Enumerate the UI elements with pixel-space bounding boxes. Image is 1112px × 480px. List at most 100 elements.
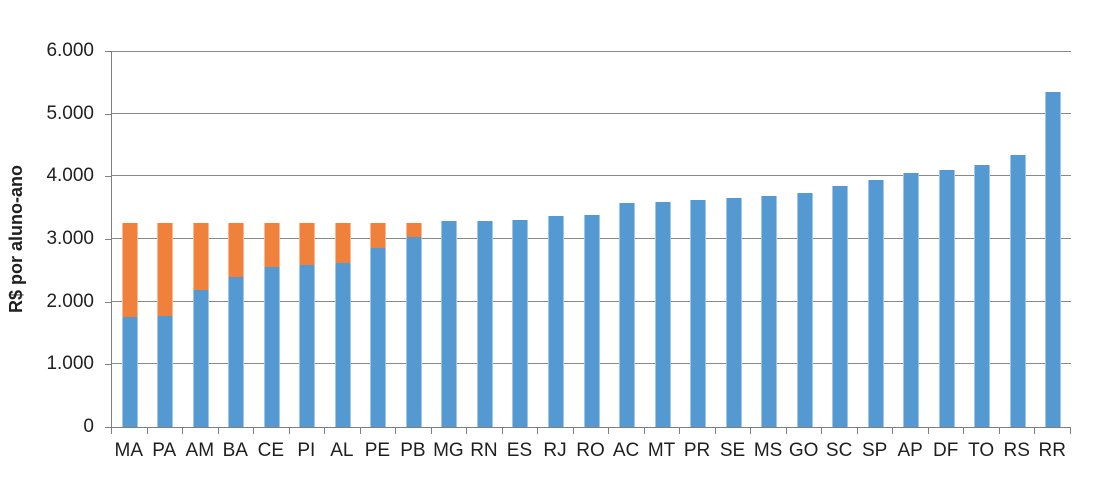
y-axis-tick	[105, 239, 111, 240]
bar-segment-blue-RO	[584, 214, 600, 427]
bar-segment-orange-AM	[193, 223, 209, 291]
x-tick-label-SE: SE	[719, 440, 746, 461]
y-tick-label: 0	[83, 416, 94, 437]
x-tick-label-BA: BA	[222, 440, 248, 461]
x-axis-tick	[892, 428, 893, 434]
x-axis-tick	[111, 428, 112, 434]
bar-segment-blue-PE	[370, 248, 386, 427]
bar-segment-blue-CE	[264, 266, 280, 427]
x-axis-tick	[360, 428, 361, 434]
x-axis-tick	[537, 428, 538, 434]
x-tick-label-SC: SC	[825, 440, 853, 461]
x-axis-tick	[1070, 428, 1071, 434]
bar-segment-orange-PI	[299, 223, 315, 266]
y-tick-label: 4.000	[46, 165, 94, 187]
x-axis-tick	[466, 428, 467, 434]
bar-segment-blue-AL	[335, 262, 351, 427]
y-tick-label: 6.000	[46, 40, 94, 61]
gridline	[112, 175, 1071, 177]
x-axis-tick	[786, 428, 787, 434]
bar-segment-blue-PI	[299, 265, 315, 427]
x-axis-tick	[857, 428, 858, 434]
x-tick-label-MA: MA	[114, 440, 144, 461]
x-tick-label-AP: AP	[897, 440, 923, 461]
x-axis-tick	[679, 428, 680, 434]
bar-segment-blue-RJ	[548, 215, 564, 427]
x-tick-label-RN: RN	[470, 440, 498, 461]
y-tick-label: 3.000	[46, 228, 94, 249]
gridline	[112, 51, 1071, 52]
bar-segment-blue-PA	[157, 315, 173, 427]
x-axis-tick	[750, 428, 751, 434]
x-axis-tick	[218, 428, 219, 434]
y-axis-tick	[105, 427, 111, 428]
y-axis-tick	[105, 113, 111, 115]
bar-segment-blue-PR	[690, 199, 706, 427]
bar-segment-blue-SE	[726, 197, 742, 427]
x-tick-label-RO: RO	[576, 440, 605, 461]
bar-segment-blue-MA	[122, 317, 138, 427]
bar-segment-orange-PA	[157, 223, 173, 316]
x-axis-tick	[999, 428, 1000, 434]
x-tick-label-DF: DF	[933, 440, 959, 461]
bar-segment-blue-RN	[477, 220, 493, 427]
bar-segment-blue-MG	[441, 220, 457, 427]
y-tick-label: 1.000	[46, 353, 94, 375]
bar-segment-blue-AM	[193, 290, 209, 427]
x-axis-tick	[253, 428, 254, 434]
x-tick-label-TO: TO	[968, 440, 995, 461]
x-axis-tick	[821, 428, 822, 434]
x-tick-label-CE: CE	[257, 440, 285, 461]
x-tick-label-PI: PI	[297, 440, 316, 461]
bar-segment-blue-AC	[619, 203, 635, 427]
x-axis-tick	[963, 428, 964, 434]
bar-segment-blue-SC	[832, 185, 848, 427]
x-tick-label-RJ: RJ	[543, 440, 567, 461]
y-axis-tick	[105, 176, 111, 178]
bar-segment-blue-PB	[406, 237, 422, 427]
bar-segment-blue-DF	[939, 170, 955, 427]
x-axis-tick	[608, 428, 609, 434]
x-tick-label-RR: RR	[1038, 440, 1066, 461]
y-tick-label: 5.000	[46, 102, 94, 124]
x-tick-label-SP: SP	[861, 440, 888, 461]
x-axis-tick	[147, 428, 148, 434]
x-tick-label-GO: GO	[788, 440, 819, 461]
x-axis-tick	[573, 428, 574, 434]
x-tick-label-MG: MG	[433, 440, 464, 461]
bar-segment-blue-TO	[974, 165, 990, 427]
y-axis-tick	[105, 301, 111, 303]
bar-segment-blue-RR	[1045, 92, 1061, 427]
bar-segment-blue-SP	[868, 179, 884, 427]
x-tick-label-ES: ES	[506, 440, 533, 461]
x-axis-tick	[928, 428, 929, 434]
bar-segment-orange-PB	[406, 223, 422, 238]
bar-segment-blue-BA	[228, 276, 244, 427]
x-tick-label-MS: MS	[753, 440, 783, 461]
x-axis-tick	[502, 428, 503, 434]
bar-segment-blue-MS	[761, 196, 777, 427]
bar-segment-blue-AP	[903, 173, 919, 427]
x-axis-tick	[1034, 428, 1035, 434]
x-tick-label-AC: AC	[612, 440, 640, 461]
bar-segment-blue-RS	[1010, 155, 1026, 427]
x-tick-label-AM: AM	[185, 440, 215, 461]
bar-segment-blue-GO	[797, 192, 813, 427]
y-tick-label: 2.000	[46, 290, 94, 312]
x-tick-label-PB: PB	[400, 440, 426, 461]
y-axis-tick	[105, 51, 111, 52]
x-axis-tick	[289, 428, 290, 434]
x-axis-tick	[431, 428, 432, 434]
x-tick-label-AL: AL	[330, 440, 354, 461]
x-tick-label-PA: PA	[152, 440, 177, 461]
x-axis-tick	[182, 428, 183, 434]
x-tick-label-RS: RS	[1003, 440, 1030, 461]
plot-area	[111, 51, 1071, 428]
x-axis-tick	[324, 428, 325, 434]
x-axis-tick	[715, 428, 716, 434]
bar-segment-blue-MT	[655, 202, 671, 427]
x-tick-label-PE: PE	[364, 440, 391, 461]
bar-segment-orange-BA	[228, 223, 244, 277]
bar-segment-orange-AL	[335, 223, 351, 263]
